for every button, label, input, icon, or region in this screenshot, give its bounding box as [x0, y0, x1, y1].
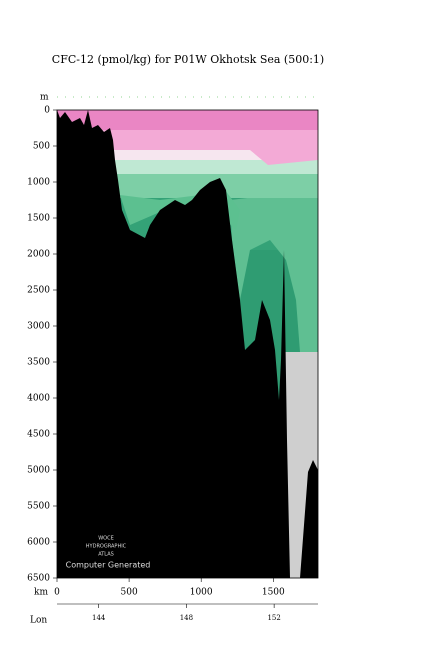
note: Computer Generated [66, 561, 151, 570]
y-tick-label: 1500 [27, 214, 50, 224]
lon-tick-label: 148 [180, 614, 193, 622]
y-tick-label: 3000 [27, 322, 50, 332]
y-tick-label: 2000 [27, 250, 50, 260]
x-axis-label: km [34, 588, 48, 598]
y-tick-label: 4000 [27, 394, 50, 404]
y-axis-label: m [40, 93, 49, 103]
plot-frame [56, 109, 319, 579]
chart-title: CFC-12 (pmol/kg) for P01W Okhotsk Sea (5… [52, 53, 324, 66]
x-tick-label: 1000 [190, 588, 213, 598]
watermark: HYDROGRAPHIC [86, 544, 127, 550]
y-tick-label: 1000 [27, 178, 50, 188]
y-tick-label: 6000 [27, 538, 50, 548]
x-tick-label: 500 [121, 588, 138, 598]
bathymetry [57, 110, 318, 578]
y-tick-label: 5000 [27, 466, 50, 476]
lon-axis-label: Lon [30, 616, 47, 626]
lon-tick-label: 144 [92, 614, 106, 622]
watermark: WOCE [98, 536, 114, 542]
y-tick-label: 5500 [27, 502, 50, 512]
y-tick-label: 3500 [27, 358, 50, 368]
x-tick-label: 1500 [262, 588, 285, 598]
y-tick-label: 500 [33, 142, 50, 152]
y-tick-label: 0 [44, 106, 50, 116]
x-tick-label: 0 [54, 588, 60, 598]
y-tick-label: 2500 [27, 286, 50, 296]
watermark: ATLAS [98, 552, 114, 558]
y-tick-label: 6500 [27, 574, 50, 584]
y-tick-label: 4500 [27, 430, 50, 440]
lon-tick-label: 152 [267, 614, 280, 622]
